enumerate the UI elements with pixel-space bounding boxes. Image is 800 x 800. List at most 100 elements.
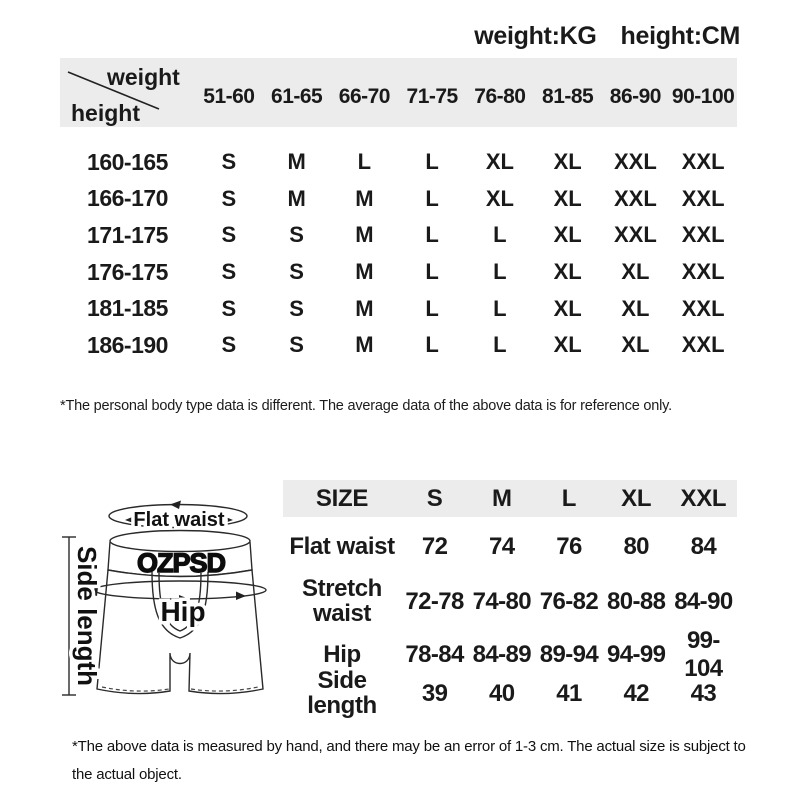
measurements-row: Stretch waist 72-78 74-80 76-82 80-88 84-90 xyxy=(283,576,737,627)
measurement-name-label: Side length xyxy=(307,667,377,719)
size-cell: XL xyxy=(485,149,514,175)
height-range-label: 166-170 xyxy=(87,185,168,212)
reference-note: *The personal body type data is differen… xyxy=(60,398,672,414)
size-cell: L xyxy=(425,295,439,321)
height-unit-label: height:CM xyxy=(620,22,741,50)
size-cell: XL xyxy=(553,259,582,285)
measurements-column-header: XXL xyxy=(680,484,727,512)
size-cell: M xyxy=(287,149,306,175)
size-cell: XXL xyxy=(613,185,657,211)
measurement-value: 99-104 xyxy=(684,627,723,682)
arrow-icon xyxy=(87,587,98,596)
size-cell: L xyxy=(493,222,507,248)
measurement-value: 74 xyxy=(489,533,515,560)
measurement-name-label: Flat waist xyxy=(289,532,395,560)
size-cell: XXL xyxy=(681,332,725,358)
side-length-label: Side length xyxy=(72,546,102,686)
measurement-value: 78-84 xyxy=(405,641,464,668)
size-cell: XXL xyxy=(681,222,725,248)
waistband-top xyxy=(109,529,251,553)
size-cell: XXL xyxy=(681,185,725,211)
size-cell: XL xyxy=(553,222,582,248)
pouch-seam-outer xyxy=(151,571,209,639)
measurements-column-header: SIZE xyxy=(315,484,369,512)
measurement-value: 39 xyxy=(421,679,448,707)
arrow-icon xyxy=(170,500,181,509)
size-matrix-row: 186-190 S S M L L XL XL XXL xyxy=(60,327,737,364)
measurements-column-header: M xyxy=(491,484,512,512)
size-cell: XXL xyxy=(613,149,657,175)
size-cell: S xyxy=(221,295,237,321)
size-cell: S xyxy=(289,222,304,248)
corner-weight-label: weight xyxy=(107,64,180,90)
size-cell: L xyxy=(493,332,507,358)
size-cell: M xyxy=(287,185,306,211)
measurements-header: SIZE S M L XL XXL xyxy=(283,480,737,517)
size-cell: XL xyxy=(553,295,582,321)
units-header: weight:KG height:CM xyxy=(0,22,740,51)
measurement-value: 94-99 xyxy=(607,641,666,668)
weight-range-header: 66-70 xyxy=(338,84,391,108)
height-range-label: 160-165 xyxy=(87,148,168,175)
size-cell: L xyxy=(425,185,439,211)
boxer-shorts-diagram: Flat waist OZPSD Hip Side length xyxy=(62,500,267,696)
arrow-icon xyxy=(236,591,246,600)
corner-cell: weight height xyxy=(60,58,195,127)
measurements-column-header: L xyxy=(561,484,577,512)
measurement-value: 76-82 xyxy=(539,588,599,615)
height-range-label: 181-185 xyxy=(87,295,168,322)
size-cell: XXL xyxy=(681,295,725,321)
size-matrix-header: weight height 51-60 61-65 66-70 71-75 76-80 8… xyxy=(60,58,737,127)
size-cell: S xyxy=(289,295,304,321)
measurements-body: Flat waist 72 74 76 80 84 Stretch waist 72-78 74… xyxy=(283,517,737,719)
measurement-value: 40 xyxy=(489,679,515,707)
size-cell: XXL xyxy=(681,259,725,285)
measurements-column-header: XL xyxy=(621,484,652,512)
size-cell: L xyxy=(425,149,439,175)
measurement-value: 43 xyxy=(690,679,717,707)
size-cell: XL xyxy=(621,332,650,358)
measurement-value: 80 xyxy=(623,533,649,560)
size-cell: S xyxy=(221,149,237,175)
measurement-value: 84 xyxy=(690,533,717,560)
shorts-body xyxy=(96,569,264,695)
weight-unit-label: weight:KG xyxy=(474,22,597,50)
size-cell: XXL xyxy=(681,149,725,175)
arrow-icon xyxy=(125,515,136,524)
size-cell: L xyxy=(425,259,439,285)
size-matrix-body: 160-165 S M L L XL XL XXL XXL 166-170 S M M L XL XL XXL X… xyxy=(60,144,737,364)
measurement-value: 42 xyxy=(623,679,649,707)
size-cell: L xyxy=(425,222,439,248)
weight-range-header: 71-75 xyxy=(406,84,459,108)
weight-range-header: 61-65 xyxy=(271,84,323,108)
corner-height-label: height xyxy=(71,100,140,126)
measurement-value: 41 xyxy=(556,679,582,707)
weight-range-header: 90-100 xyxy=(671,84,735,108)
measurement-value: 72-78 xyxy=(405,588,464,615)
measurement-value: 84-90 xyxy=(674,588,733,615)
weight-range-header: 86-90 xyxy=(609,84,662,108)
diagonal-divider-icon xyxy=(67,71,160,110)
height-range-label: 171-175 xyxy=(87,221,168,248)
arrow-icon xyxy=(179,595,189,604)
size-cell: M xyxy=(355,259,374,285)
size-cell: S xyxy=(221,332,237,358)
measurements-row: Flat waist 72 74 76 80 84 xyxy=(283,517,737,577)
size-cell: XL xyxy=(553,185,582,211)
size-cell: L xyxy=(425,332,439,358)
hip-label: Hip xyxy=(160,596,205,627)
size-cell: S xyxy=(289,259,304,285)
measurement-note: *The above data is measured by hand, and… xyxy=(72,738,746,783)
size-cell: XL xyxy=(553,149,582,175)
arrow-icon xyxy=(222,515,233,524)
size-matrix-row: 176-175 S S M L L XL XL XXL xyxy=(60,254,737,291)
measurements-row: Side length 39 40 41 42 43 xyxy=(283,667,737,719)
size-cell: S xyxy=(221,185,237,211)
measurement-value: 89-94 xyxy=(539,641,599,668)
measurement-name-label: Hip xyxy=(323,640,361,668)
measurement-value: 74-80 xyxy=(472,588,532,615)
weight-range-header: 76-80 xyxy=(474,84,526,108)
height-range-label: 176-175 xyxy=(87,258,168,285)
size-cell: M xyxy=(355,295,374,321)
size-matrix-row: 171-175 S S M L L XL XXL XXL xyxy=(60,217,737,254)
